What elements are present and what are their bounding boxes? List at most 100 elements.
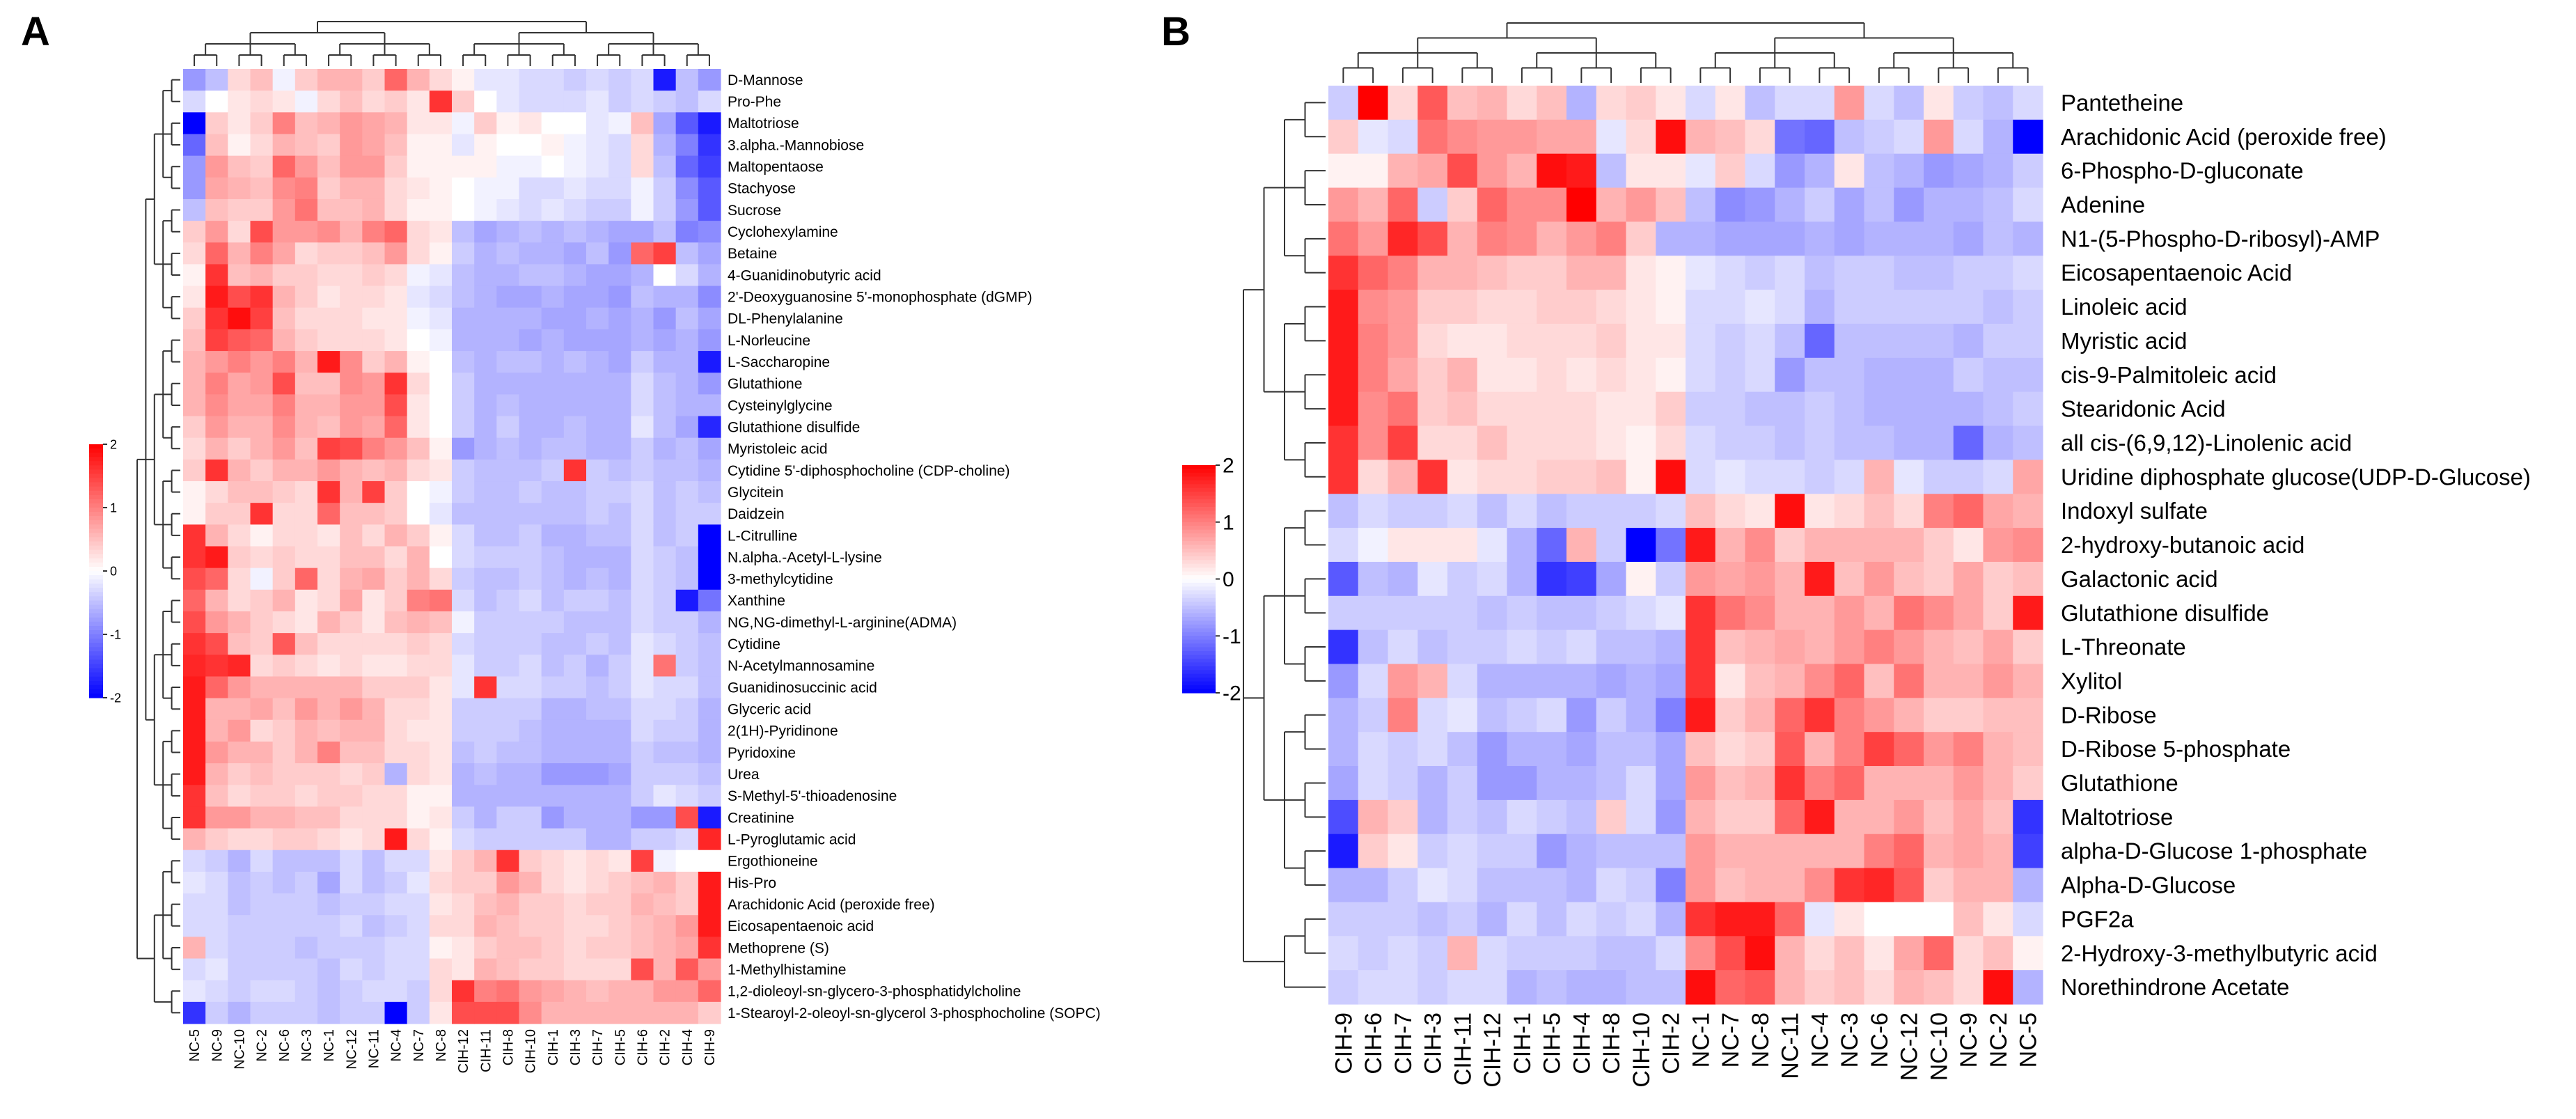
legend-swatch: [1182, 487, 1216, 492]
heatmap-cell: [384, 242, 408, 265]
heatmap-cell: [631, 655, 654, 678]
heatmap-cell: [474, 69, 497, 91]
heatmap-cell: [384, 112, 408, 135]
heatmap-cell: [1477, 766, 1508, 801]
heatmap-cell: [1745, 187, 1775, 223]
heatmap-cell: [205, 915, 228, 937]
heatmap-cell: [1447, 86, 1478, 120]
heatmap-cell: [362, 937, 386, 960]
heatmap-cell: [205, 242, 228, 265]
heatmap-cell: [1775, 868, 1805, 903]
heatmap-cell: [631, 373, 654, 395]
heatmap-cell: [1775, 460, 1805, 494]
heatmap-cell: [1715, 698, 1746, 733]
heatmap-cell: [1745, 86, 1775, 120]
heatmap-cell: [452, 481, 475, 503]
heatmap-cell: [541, 633, 565, 655]
heatmap-cell: [496, 568, 520, 590]
heatmap-cell: [250, 763, 274, 785]
legend-swatch: [89, 621, 103, 627]
heatmap-cell: [2013, 766, 2043, 801]
column-label: CIH-9: [1330, 1012, 1357, 1074]
legend-swatch: [89, 516, 103, 521]
heatmap-cell: [317, 221, 340, 243]
heatmap-cell: [1834, 119, 1865, 155]
heatmap-cell: [452, 850, 475, 872]
legend-swatch: [1182, 465, 1216, 470]
heatmap-cell: [1834, 221, 1865, 256]
heatmap-cell: [698, 285, 721, 308]
heatmap-cell: [1596, 799, 1627, 835]
heatmap-cell: [1924, 86, 1954, 120]
row-label: D-Ribose 5-phosphate: [2061, 736, 2291, 762]
dendrogram-branch: [171, 816, 180, 840]
heatmap-cell: [250, 198, 274, 221]
heatmap-cell: [250, 655, 274, 678]
heatmap-cell: [675, 589, 699, 612]
heatmap-cell: [1507, 187, 1537, 223]
heatmap-cell: [1834, 290, 1865, 324]
heatmap-cell: [541, 177, 565, 200]
column-label: NC-10: [1926, 1012, 1952, 1081]
heatmap-cell: [496, 806, 520, 829]
legend-swatch: [89, 617, 103, 623]
heatmap-cell: [541, 893, 565, 916]
heatmap-cell: [474, 91, 497, 113]
heatmap-cell: [1358, 119, 1389, 155]
row-label: L-Pyroglutamic acid: [728, 831, 856, 847]
heatmap-cell: [362, 741, 386, 764]
legend-swatch: [89, 533, 103, 538]
heatmap-cell: [496, 719, 520, 742]
heatmap-cell: [496, 850, 520, 872]
heatmap-cell: [586, 937, 609, 960]
heatmap-cell: [183, 524, 206, 547]
heatmap-cell: [1953, 256, 1984, 290]
heatmap-cell: [1983, 834, 2013, 869]
heatmap-cell: [474, 503, 497, 525]
heatmap-cell: [452, 611, 475, 634]
heatmap-cell: [1447, 698, 1478, 733]
heatmap-cell: [1924, 799, 1954, 835]
heatmap-cell: [2013, 187, 2043, 223]
column-label: CIH-11: [1450, 1012, 1476, 1086]
heatmap-cell: [362, 611, 386, 634]
heatmap-cell: [407, 741, 430, 764]
heatmap-cell: [698, 198, 721, 221]
heatmap-cell: [675, 850, 699, 872]
heatmap-cell: [1864, 902, 1894, 937]
heatmap-cell: [563, 155, 587, 178]
heatmap-cell: [1745, 391, 1775, 427]
heatmap-cell: [1656, 970, 1686, 1005]
heatmap-cell: [340, 503, 363, 525]
heatmap-cell: [1924, 425, 1954, 460]
heatmap-cell: [1566, 391, 1597, 427]
heatmap-cell: [519, 437, 542, 460]
heatmap-cell: [2013, 732, 2043, 767]
heatmap-cell: [1686, 221, 1716, 256]
legend-swatch: [89, 588, 103, 593]
heatmap-cell: [272, 611, 296, 634]
heatmap-cell: [586, 329, 609, 352]
legend-swatch: [89, 684, 103, 690]
heatmap-cell: [1805, 256, 1835, 290]
heatmap-cell: [1745, 799, 1775, 835]
heatmap-cell: [1864, 119, 1894, 155]
legend-tick-label: -1: [1223, 625, 1241, 648]
heatmap-cell: [1626, 868, 1656, 903]
heatmap-cell: [563, 676, 587, 699]
heatmap-cell: [272, 893, 296, 916]
dendrogram-branch: [194, 54, 218, 66]
heatmap-cell: [1805, 119, 1835, 155]
heatmap-cell: [429, 416, 453, 439]
row-label: Arachidonic Acid (peroxide free): [2061, 124, 2387, 150]
dendrogram-branch: [1893, 52, 2014, 68]
heatmap-cell: [429, 937, 453, 960]
heatmap-cell: [653, 958, 677, 981]
heatmap-cell: [205, 806, 228, 829]
heatmap-cell: [272, 937, 296, 960]
heatmap-cell: [1626, 323, 1656, 359]
heatmap-cell: [362, 329, 386, 352]
legend-tick-label: -2: [1223, 682, 1241, 705]
color-legend: 210-1-2: [89, 437, 121, 705]
heatmap-cell: [250, 329, 274, 352]
